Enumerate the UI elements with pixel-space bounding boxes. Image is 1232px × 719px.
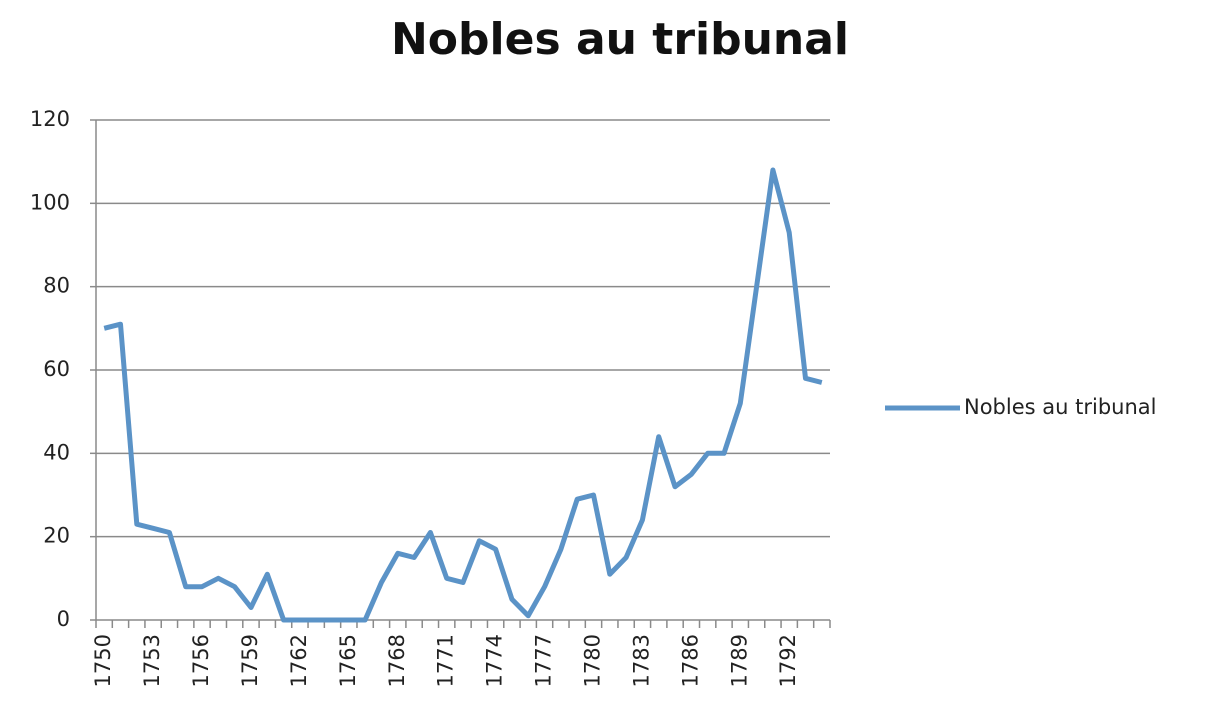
y-tick-label: 20 bbox=[43, 524, 70, 548]
x-tick-label: 1786 bbox=[678, 634, 702, 687]
x-tick-label: 1765 bbox=[336, 634, 360, 687]
x-tick-label: 1756 bbox=[189, 634, 213, 687]
data-line bbox=[103, 167, 823, 623]
y-tick-label: 40 bbox=[43, 440, 70, 464]
x-tick-label: 1789 bbox=[727, 634, 751, 687]
x-tick-label: 1753 bbox=[140, 634, 164, 687]
legend-label: Nobles au tribunal bbox=[964, 395, 1156, 419]
y-tick-label: 80 bbox=[43, 274, 70, 298]
chart-title: Nobles au tribunal bbox=[391, 14, 849, 65]
y-tick-label: 120 bbox=[30, 107, 70, 131]
x-tick-label: 1777 bbox=[532, 634, 556, 687]
x-tick-label: 1792 bbox=[776, 634, 800, 687]
x-tick-label: 1774 bbox=[483, 634, 507, 687]
x-tick-label: 1771 bbox=[434, 634, 458, 687]
y-tick-label: 60 bbox=[43, 357, 70, 381]
y-tick-label: 100 bbox=[30, 190, 70, 214]
x-tick-label: 1783 bbox=[629, 634, 653, 687]
x-tick-label: 1762 bbox=[287, 634, 311, 687]
x-tick-label: 1759 bbox=[238, 634, 262, 687]
x-tick-label: 1750 bbox=[91, 634, 115, 687]
x-tick-label: 1780 bbox=[580, 634, 604, 687]
x-tick-label: 1768 bbox=[385, 634, 409, 687]
y-tick-label: 0 bbox=[57, 607, 70, 631]
